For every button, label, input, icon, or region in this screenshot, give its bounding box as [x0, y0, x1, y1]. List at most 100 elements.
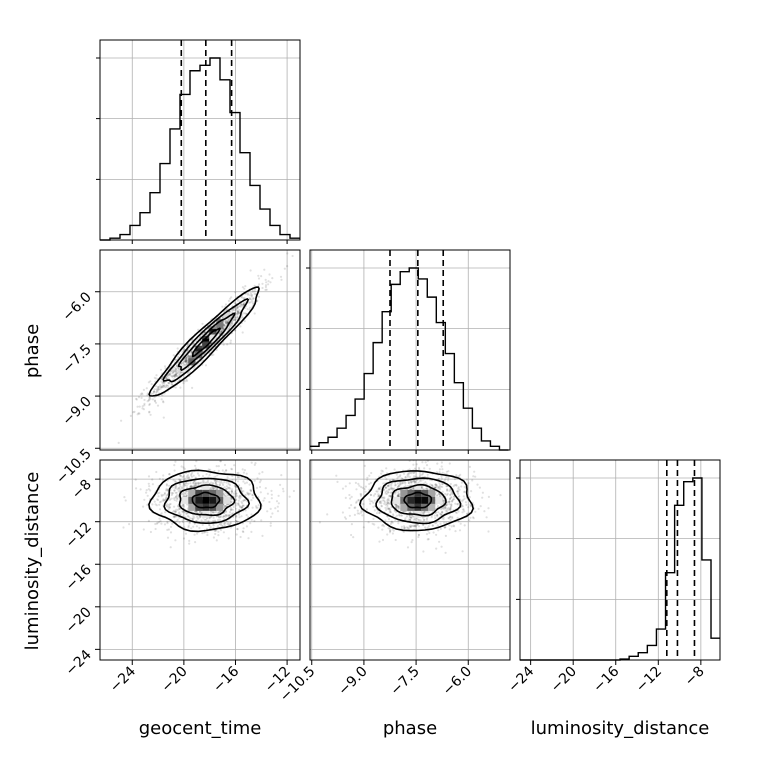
scatter-point — [160, 385, 163, 388]
scatter-point — [241, 316, 244, 319]
scatter-point — [376, 490, 379, 493]
scatter-point — [443, 480, 446, 483]
scatter-point — [430, 483, 433, 487]
scatter-point — [216, 525, 219, 528]
scatter-point — [242, 303, 245, 306]
scatter-point — [252, 297, 255, 300]
scatter-point — [216, 487, 219, 490]
scatter-point — [251, 302, 255, 305]
scatter-point — [397, 495, 400, 498]
scatter-point — [184, 360, 187, 364]
scatter-point — [179, 371, 182, 374]
scatter-point — [175, 495, 178, 498]
scatter-point — [461, 511, 464, 514]
scatter-point — [415, 463, 418, 466]
scatter-point — [236, 316, 239, 319]
scatter-point — [162, 416, 165, 419]
scatter-point — [154, 503, 157, 506]
scatter-point — [149, 413, 152, 416]
scatter-point — [241, 468, 244, 471]
scatter-point — [378, 540, 381, 543]
scatter-point — [444, 534, 447, 538]
scatter-point — [264, 284, 268, 287]
histogram-luminosity-distance — [520, 477, 720, 661]
scatter-point — [448, 497, 451, 500]
scatter-point — [370, 500, 374, 503]
scatter-point — [424, 487, 427, 490]
scatter-point — [392, 513, 395, 516]
scatter-point — [394, 481, 397, 484]
scatter-point — [198, 510, 201, 513]
scatter-point — [391, 521, 394, 524]
scatter-point — [406, 475, 409, 478]
scatter-point — [363, 464, 366, 467]
scatter-point — [172, 371, 175, 374]
scatter-point — [425, 510, 428, 513]
scatter-point — [372, 517, 375, 521]
scatter-point — [468, 465, 471, 468]
scatter-point — [274, 507, 277, 510]
scatter-point — [192, 474, 195, 477]
scatter-point — [269, 522, 272, 525]
scatter-point — [443, 526, 446, 529]
y-tick-label: −20 — [63, 604, 95, 636]
scatter-point — [472, 516, 475, 519]
scatter-point — [223, 325, 226, 328]
scatter-point — [249, 489, 252, 492]
scatter-point — [318, 521, 321, 524]
density-cell — [188, 489, 196, 497]
scatter-point — [390, 521, 393, 524]
scatter-point — [193, 516, 196, 519]
scatter-point — [426, 526, 429, 529]
scatter-point — [239, 496, 242, 499]
scatter-point — [422, 519, 425, 522]
scatter-point — [183, 478, 186, 481]
scatter-point — [258, 283, 261, 286]
scatter-point — [206, 479, 210, 482]
scatter-point — [409, 480, 412, 483]
scatter-point — [164, 367, 167, 370]
scatter-point — [166, 520, 169, 523]
scatter-point — [160, 500, 163, 503]
scatter-point — [348, 506, 351, 510]
scatter-point — [344, 517, 348, 520]
scatter-point — [386, 507, 389, 510]
scatter-point — [369, 493, 373, 496]
scatter-point — [177, 504, 180, 507]
scatter-point — [228, 326, 231, 329]
scatter-point — [185, 484, 188, 487]
scatter-point — [402, 525, 406, 528]
scatter-point — [212, 487, 215, 490]
scatter-point — [241, 502, 244, 505]
scatter-point — [224, 521, 227, 525]
scatter-point — [229, 521, 232, 525]
scatter-point — [422, 516, 425, 519]
scatter-point — [227, 486, 230, 489]
scatter-point — [138, 412, 141, 415]
scatter-point — [256, 477, 259, 480]
scatter-point — [212, 353, 215, 356]
scatter-point — [195, 525, 198, 528]
scatter-point — [191, 386, 194, 389]
scatter-point — [435, 533, 438, 536]
scatter-point — [148, 411, 151, 414]
scatter-point — [369, 493, 372, 497]
scatter-point — [162, 400, 165, 403]
scatter-point — [410, 480, 413, 483]
scatter-point — [210, 481, 213, 484]
density-cell — [414, 496, 422, 504]
scatter-point — [134, 478, 137, 481]
scatter-point — [235, 488, 238, 491]
scatter-point — [154, 385, 157, 388]
scatter-point — [202, 480, 205, 483]
grid-layer — [100, 40, 720, 660]
scatter-point — [181, 510, 184, 513]
scatter-point — [231, 322, 234, 325]
scatter-point — [234, 485, 237, 488]
scatter-point — [424, 481, 427, 484]
scatter-point — [171, 371, 175, 374]
scatter-point — [180, 465, 183, 468]
scatter-point — [147, 475, 151, 478]
scatter-point — [181, 487, 184, 490]
scatter-point — [219, 515, 222, 518]
